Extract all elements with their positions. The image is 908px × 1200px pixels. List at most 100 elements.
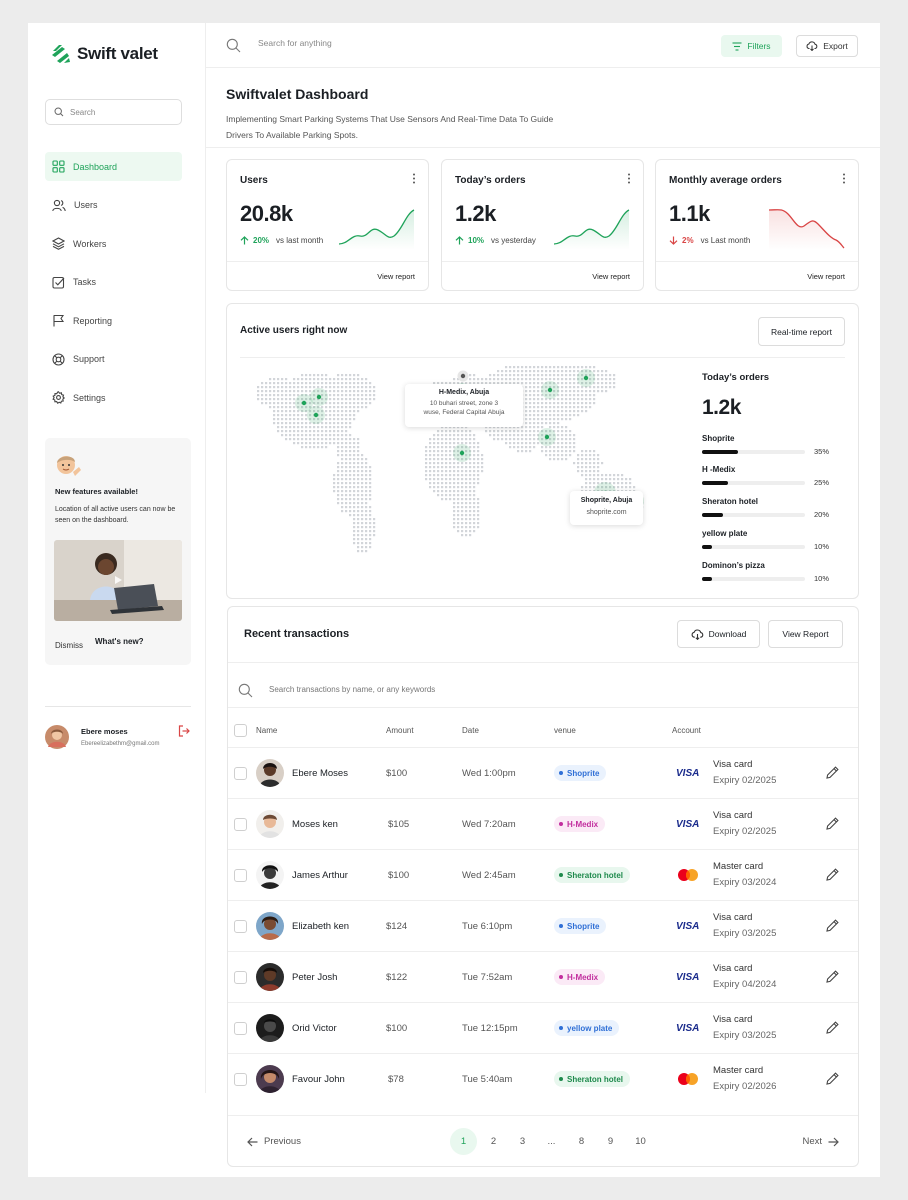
row-checkbox[interactable] — [234, 767, 247, 780]
sidebar-item-tasks[interactable]: Tasks — [45, 268, 182, 297]
logout-icon[interactable] — [178, 725, 190, 737]
sidebar-item-workers[interactable]: Workers — [45, 229, 182, 258]
column-header-venue[interactable]: venue — [554, 726, 576, 735]
map-tooltip-hmedix: H-Medix, Abuja 10 buhari street, zone 3 … — [405, 384, 523, 427]
flag-icon — [53, 314, 65, 327]
previous-page-button[interactable]: Previous — [247, 1136, 301, 1147]
promo-video-thumbnail[interactable] — [54, 540, 182, 621]
sidebar-item-users[interactable]: Users — [45, 191, 182, 220]
avatar[interactable] — [45, 725, 69, 749]
edit-icon[interactable] — [825, 1071, 840, 1086]
row-checkbox[interactable] — [234, 818, 247, 831]
select-all-checkbox[interactable] — [234, 724, 247, 737]
page-3-button[interactable]: 3 — [519, 1136, 526, 1147]
stat-change: 20% vs last month — [240, 236, 323, 245]
page-9-button[interactable]: 9 — [607, 1136, 614, 1147]
view-report-link[interactable]: View report — [377, 272, 415, 281]
next-label: Next — [802, 1136, 822, 1147]
next-page-button[interactable]: Next — [802, 1136, 839, 1147]
cloud-download-icon — [806, 41, 818, 51]
column-header-date[interactable]: Date — [462, 726, 479, 735]
edit-icon[interactable] — [825, 918, 840, 933]
table-row[interactable]: Orid Victor $100 Tue 12:15pm yellow plat… — [228, 1002, 858, 1053]
more-vertical-icon[interactable] — [412, 173, 416, 184]
edit-icon[interactable] — [825, 969, 840, 984]
row-checkbox[interactable] — [234, 920, 247, 933]
page-1-button[interactable]: 1 — [450, 1128, 477, 1155]
more-vertical-icon[interactable] — [627, 173, 631, 184]
sidebar-item-settings[interactable]: Settings — [45, 383, 182, 412]
column-header-account[interactable]: Account — [672, 726, 701, 735]
stat-card-users: Users 20.8k 20% vs last month View repor… — [226, 159, 429, 291]
edit-icon[interactable] — [825, 867, 840, 882]
export-button[interactable]: Export — [796, 35, 858, 57]
tooltip-line: shoprite.com — [586, 509, 627, 516]
table-row[interactable]: Moses ken $105 Wed 7:20am H-Medix VISA V… — [228, 798, 858, 849]
person-avatar-icon — [256, 963, 284, 991]
logo[interactable]: Swift valet — [50, 43, 158, 65]
venue-name: yellow plate — [702, 529, 748, 538]
location-pin-icon — [457, 370, 469, 382]
table-row[interactable]: Favour John $78 Tue 5:40am Sheraton hote… — [228, 1053, 858, 1104]
venue-percent: 25% — [814, 478, 830, 487]
table-row[interactable]: James Arthur $100 Wed 2:45am Sheraton ho… — [228, 849, 858, 900]
progress-track — [702, 481, 805, 485]
venue-badge: Sheraton hotel — [554, 1071, 631, 1087]
sidebar-item-reporting[interactable]: Reporting — [45, 306, 182, 335]
page-8-button[interactable]: 8 — [578, 1136, 585, 1147]
row-checkbox[interactable] — [234, 869, 247, 882]
sidebar-item-support[interactable]: Support — [45, 345, 182, 374]
stat-percent: 2% — [682, 236, 694, 245]
edit-icon[interactable] — [825, 1020, 840, 1035]
sidebar-item-dashboard[interactable]: Dashboard — [45, 152, 182, 181]
row-checkbox[interactable] — [234, 971, 247, 984]
download-button[interactable]: Download — [677, 620, 760, 648]
venue-name: Sheraton hotel — [702, 497, 759, 506]
recent-transactions-card: Recent transactions Download View Report… — [227, 606, 859, 1167]
view-report-button[interactable]: View Report — [768, 620, 843, 648]
visa-logo-icon: VISA — [676, 819, 699, 829]
page-subtitle: Implementing Smart Parking Systems That … — [226, 114, 554, 140]
edit-icon[interactable] — [825, 816, 840, 831]
card-type: Master card — [713, 861, 764, 872]
column-header-name[interactable]: Name — [256, 726, 278, 735]
column-header-amount[interactable]: Amount — [386, 726, 414, 735]
table-row[interactable]: Ebere Moses $100 Wed 1:00pm Shoprite VIS… — [228, 747, 858, 798]
progress-track — [702, 577, 805, 581]
transactions-search-input[interactable] — [269, 685, 589, 694]
venue-badge: yellow plate — [554, 1020, 620, 1036]
whats-new-button[interactable]: What's new? — [95, 637, 144, 646]
realtime-report-button[interactable]: Real-time report — [758, 317, 845, 346]
more-vertical-icon[interactable] — [842, 173, 846, 184]
view-report-link[interactable]: View report — [807, 272, 845, 281]
global-search-input[interactable] — [258, 38, 508, 48]
card-expiry: Expiry 03/2024 — [713, 877, 777, 888]
sidebar-search[interactable] — [45, 99, 182, 125]
arrow-up-icon — [455, 236, 464, 245]
table-row[interactable]: Elizabeth ken $124 Tue 6:10pm Shoprite V… — [228, 900, 858, 951]
venue-name: Shoprite — [702, 434, 735, 443]
venue-row: Shoprite 35% — [702, 434, 832, 456]
table-row[interactable]: Peter Josh $122 Tue 7:52am H-Medix VISA … — [228, 951, 858, 1002]
progress-track — [702, 450, 805, 454]
row-checkbox[interactable] — [234, 1073, 247, 1086]
row-amount: $78 — [388, 1074, 404, 1085]
stat-title: Today’s orders — [455, 175, 526, 186]
sidebar-item-label: Reporting — [73, 315, 113, 326]
active-users-card: Active users right now Real-time report — [226, 303, 859, 599]
venue-percent: 10% — [814, 542, 830, 551]
page-2-button[interactable]: 2 — [490, 1136, 497, 1147]
gear-icon — [52, 391, 65, 404]
memoji-avatar-icon — [57, 456, 81, 476]
sidebar-search-input[interactable] — [70, 107, 170, 117]
search-icon — [54, 107, 64, 117]
dismiss-button[interactable]: Dismiss — [55, 641, 83, 650]
visa-logo-icon: VISA — [676, 1023, 699, 1033]
filter-icon — [732, 41, 742, 51]
person-avatar-icon — [256, 759, 284, 787]
row-checkbox[interactable] — [234, 1022, 247, 1035]
edit-icon[interactable] — [825, 765, 840, 780]
view-report-link[interactable]: View report — [592, 272, 630, 281]
page-10-button[interactable]: 10 — [635, 1136, 646, 1147]
filters-button[interactable]: Filters — [721, 35, 782, 57]
